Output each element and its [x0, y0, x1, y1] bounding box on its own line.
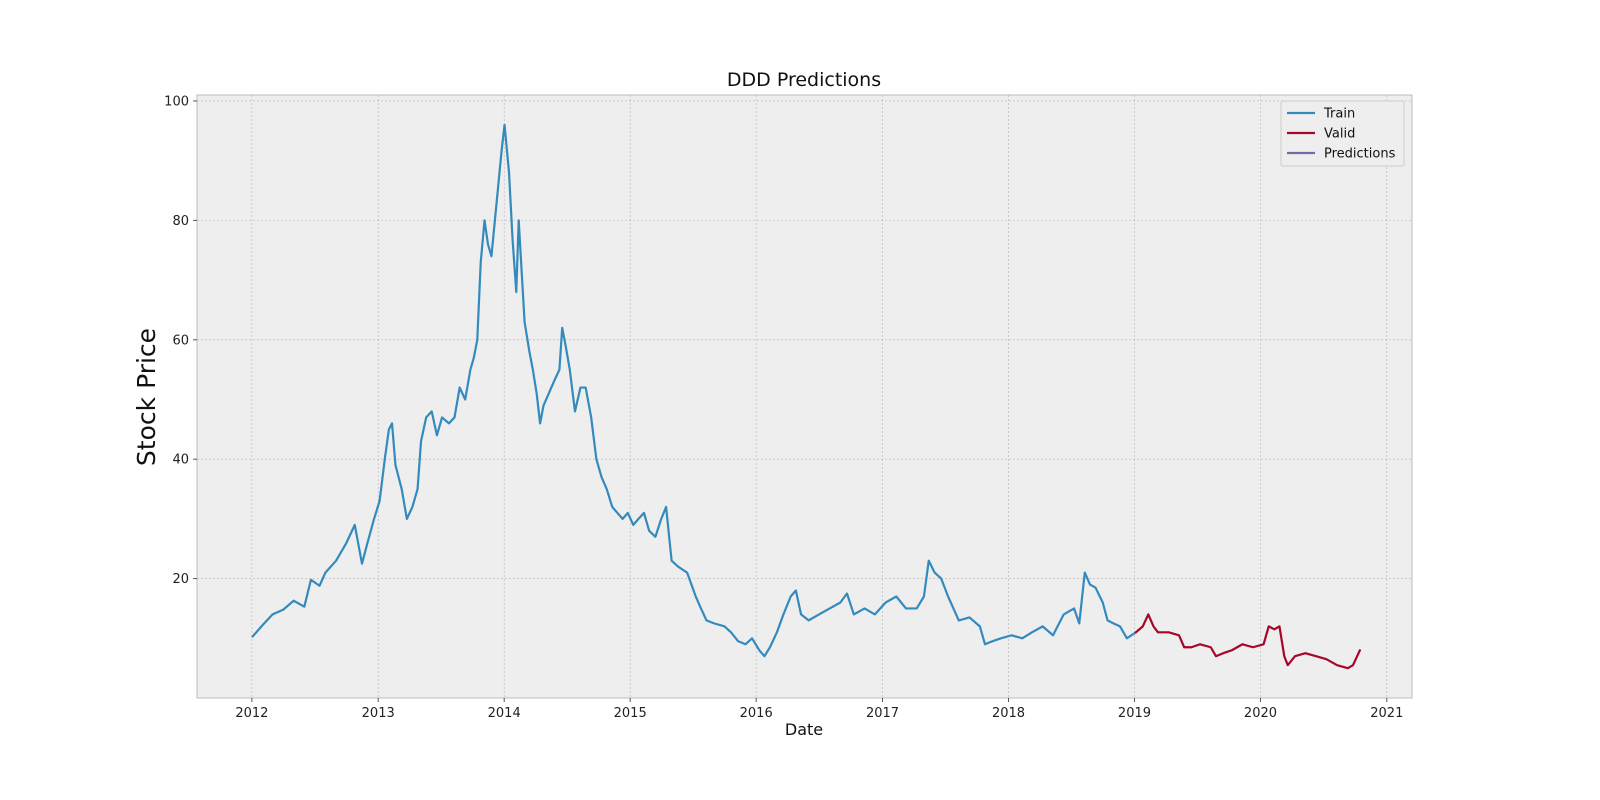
- x-tick-label: 2020: [1244, 706, 1277, 721]
- x-tick-label: 2016: [740, 706, 773, 721]
- x-tick-label: 2014: [488, 706, 521, 721]
- x-tick-label: 2013: [362, 706, 395, 721]
- legend-label-train: Train: [1323, 107, 1355, 122]
- x-tick-label: 2017: [866, 706, 899, 721]
- legend-box: [1280, 100, 1405, 167]
- grid-lines: [197, 95, 1412, 698]
- axis-ticks: 2012 2013 2014 2015 2016 2017 2018 2019 2020 2021…: [164, 94, 1403, 721]
- x-tick-label: 2019: [1118, 706, 1151, 721]
- x-tick-label: 2018: [992, 706, 1025, 721]
- x-tick-label: 2012: [235, 706, 268, 721]
- y-tick-label: 60: [172, 333, 189, 348]
- y-tick-label: 100: [164, 94, 189, 109]
- legend: Train Valid Predictions: [1280, 100, 1405, 167]
- legend-label-valid: Valid: [1324, 127, 1355, 142]
- y-tick-label: 40: [172, 453, 189, 468]
- series-line-train: [251, 123, 1137, 658]
- y-tick-label: 80: [172, 214, 189, 229]
- series-lines: [251, 123, 1361, 670]
- plot-area: [196, 94, 1413, 699]
- x-axis-label: Date: [785, 720, 823, 739]
- x-tick-label: 2015: [614, 706, 647, 721]
- y-tick-label: 20: [172, 572, 189, 587]
- series-line-valid: [1134, 613, 1361, 670]
- legend-label-predictions: Predictions: [1324, 147, 1396, 162]
- x-tick-label: 2021: [1370, 706, 1403, 721]
- chart-title: DDD Predictions: [727, 69, 881, 91]
- y-axis-label: Stock Price: [132, 328, 161, 466]
